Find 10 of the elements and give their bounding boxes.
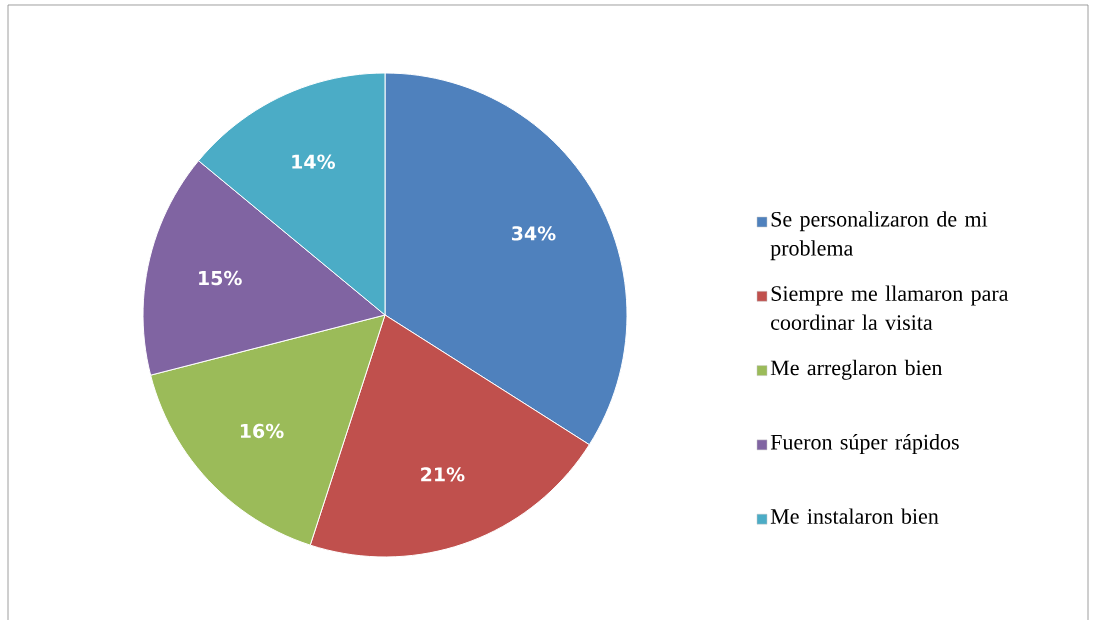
data-label: 21% — [421, 467, 465, 482]
data-label: 34% — [511, 226, 556, 241]
legend-label: Siempre me llamaron para coordinar la visita — [771, 285, 1009, 330]
legend-label: Se personalizaron de mi problema — [770, 211, 988, 261]
legend-label: Me arreglaron bien — [770, 359, 943, 380]
data-label: 16% — [240, 423, 284, 439]
data-label: 15% — [199, 270, 242, 286]
data-label: 14% — [292, 154, 336, 169]
legend-label: Me instalaron bien — [770, 508, 939, 524]
legend-label: Fueron súper rápidos — [770, 434, 959, 455]
